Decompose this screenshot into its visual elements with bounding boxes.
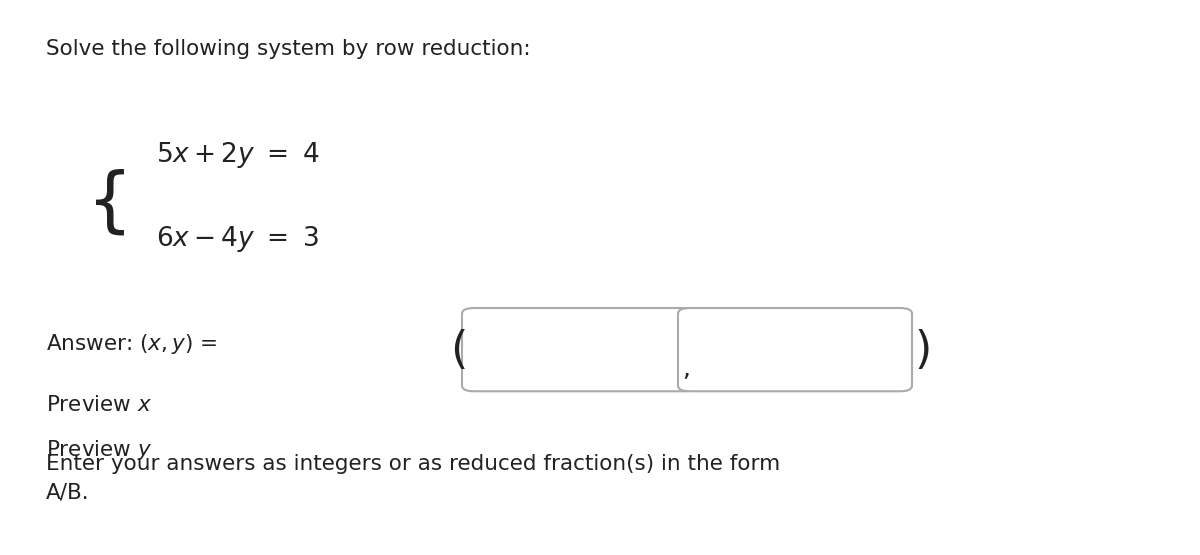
Text: Solve the following system by row reduction:: Solve the following system by row reduct… bbox=[46, 39, 530, 59]
Text: $($: $($ bbox=[450, 327, 466, 372]
Text: Preview $y$: Preview $y$ bbox=[46, 437, 152, 462]
FancyBboxPatch shape bbox=[678, 308, 912, 391]
FancyBboxPatch shape bbox=[462, 308, 696, 391]
Text: Preview $x$: Preview $x$ bbox=[46, 395, 152, 415]
Text: Enter your answers as integers or as reduced fraction(s) in the form
A/B.: Enter your answers as integers or as red… bbox=[46, 455, 780, 502]
Text: Answer: $(x, y)$ =: Answer: $(x, y)$ = bbox=[46, 332, 217, 356]
Text: $5x + 2y \ = \ 4$: $5x + 2y \ = \ 4$ bbox=[156, 140, 320, 170]
Text: $6x - 4y \ = \ 3$: $6x - 4y \ = \ 3$ bbox=[156, 224, 319, 254]
Text: $\{$: $\{$ bbox=[86, 168, 125, 238]
Text: ,: , bbox=[683, 357, 690, 381]
Text: $)$: $)$ bbox=[914, 327, 930, 372]
